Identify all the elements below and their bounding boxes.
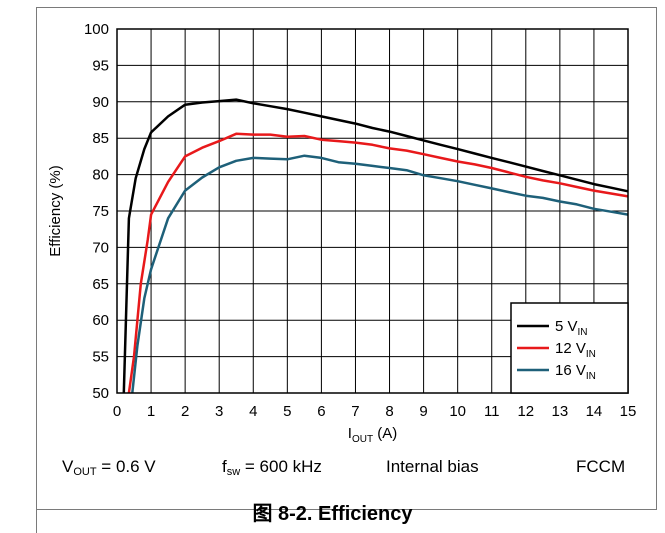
x-tick-label: 14 [586, 403, 603, 420]
y-tick-label: 90 [92, 94, 109, 111]
y-axis-label: Efficiency (%) [47, 165, 64, 256]
caption-left-border [20, 509, 37, 533]
condition-vout: VOUT = 0.6 V [62, 457, 156, 478]
y-tick-label: 70 [92, 239, 109, 256]
x-tick-label: 1 [147, 403, 155, 420]
x-axis-label: IOUT (A) [348, 425, 397, 445]
x-tick-label: 15 [620, 403, 637, 420]
x-tick-label: 0 [113, 403, 121, 420]
x-axis-label-main: I [348, 425, 352, 442]
y-tick-label: 100 [84, 21, 109, 38]
y-tick-label: 60 [92, 312, 109, 329]
x-tick-label: 2 [181, 403, 189, 420]
y-tick-label: 50 [92, 385, 109, 402]
x-tick-label: 11 [484, 403, 500, 420]
x-tick-label: 9 [419, 403, 427, 420]
y-tick-label: 85 [92, 130, 109, 147]
x-tick-label: 5 [283, 403, 291, 420]
caption-prefix: 图 [252, 503, 279, 525]
y-tick-label: 65 [92, 276, 109, 293]
x-axis-label-sub: OUT [352, 434, 373, 445]
legend-label: 5 VIN [555, 318, 588, 338]
condition-mode: FCCM [576, 457, 626, 476]
y-tick-label: 80 [92, 167, 109, 184]
x-tick-label: 10 [449, 403, 466, 420]
legend-label: 12 VIN [555, 340, 596, 360]
series-line [122, 98, 629, 394]
series-lines [122, 98, 629, 394]
series-line [127, 132, 629, 394]
x-axis-label-unit: (A) [373, 425, 397, 442]
y-tick-label: 75 [92, 203, 109, 220]
x-tick-label: 6 [317, 403, 325, 420]
plot-border [116, 28, 629, 394]
x-tick-label: 4 [249, 403, 257, 420]
y-tick-label: 55 [92, 349, 109, 366]
y-tick-labels: 50 55 60 65 70 75 80 85 90 95 100 [84, 21, 109, 402]
figure-caption: 图 8-2. Efficiency [0, 497, 665, 526]
x-tick-label: 12 [517, 403, 534, 420]
efficiency-chart: 0 1 2 3 4 5 6 7 8 9 10 11 12 13 14 15 50556065707580859… [47, 21, 637, 445]
legend-box [510, 302, 629, 394]
legend-label: 16 VIN [555, 362, 596, 382]
x-tick-label: 7 [351, 403, 359, 420]
y-tick-label: 95 [92, 57, 109, 74]
condition-fsw: fsw = 600 kHz [222, 457, 322, 478]
condition-bias: Internal bias [386, 457, 479, 476]
x-tick-label: 13 [552, 403, 569, 420]
series-line [131, 154, 629, 394]
x-tick-label: 8 [385, 403, 393, 420]
caption-text: 8-2. Efficiency [278, 503, 413, 525]
x-tick-label: 3 [215, 403, 223, 420]
x-tick-labels: 0 1 2 3 4 5 6 7 8 9 10 11 12 13 14 15 [113, 403, 637, 420]
caption-divider [36, 509, 657, 510]
